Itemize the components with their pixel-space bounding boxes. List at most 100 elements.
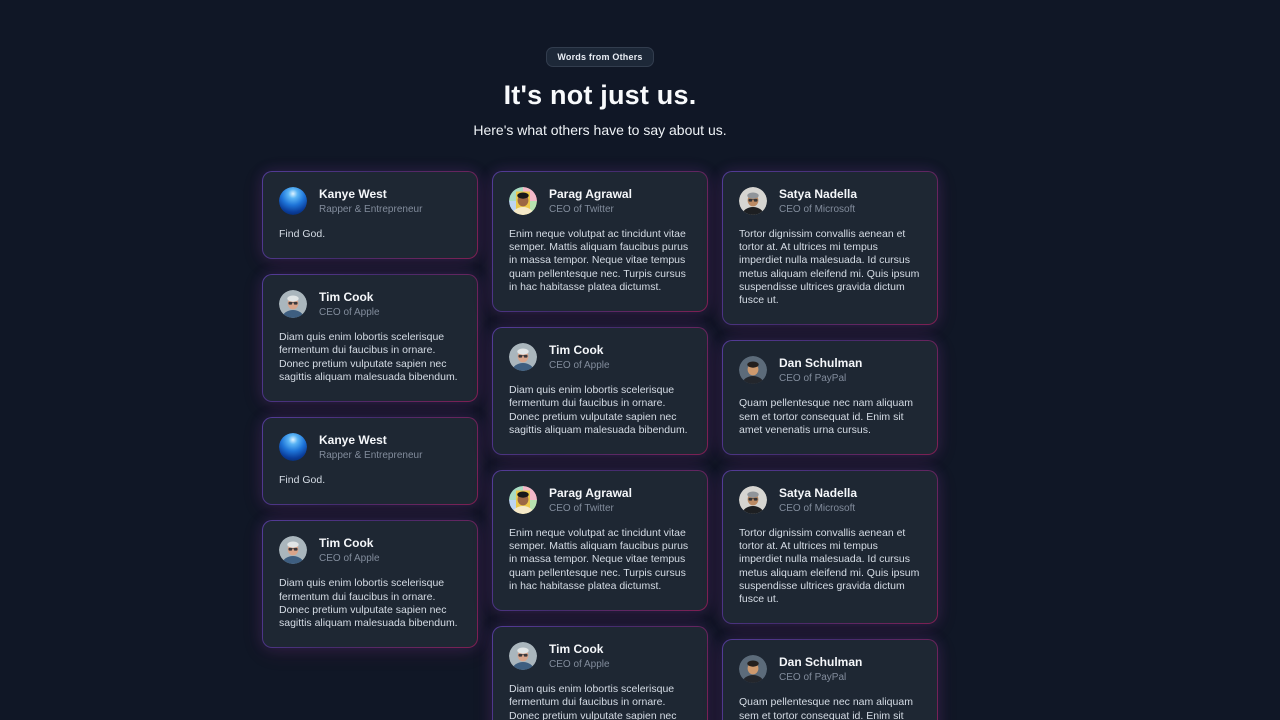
author-name: Tim Cook [319, 290, 374, 305]
testimonial-column: Satya Nadella CEO of Microsoft Tortor di… [722, 171, 938, 720]
author-info: Parag Agrawal CEO of Twitter [549, 486, 632, 514]
testimonial-quote: Diam quis enim lobortis scelerisque ferm… [279, 577, 458, 629]
avatar [279, 433, 307, 462]
avatar [279, 187, 307, 215]
author-name: Kanye West [319, 187, 387, 201]
testimonial-card: Satya Nadella CEO of Microsoft Tortor di… [722, 171, 938, 325]
author-role: CEO of Twitter [549, 204, 614, 215]
author-name: Tim Cook [319, 536, 374, 551]
tim-cook-photo-avatar [279, 536, 307, 565]
author-name: Tim Cook [549, 343, 604, 358]
testimonial-card-header: Tim Cook CEO of Apple [509, 343, 691, 372]
avatar [739, 655, 767, 684]
tim-cook-photo-avatar [509, 343, 537, 372]
testimonial-quote: Enim neque volutpat ac tincidunt vitae s… [509, 228, 689, 293]
testimonial-card-header: Parag Agrawal CEO of Twitter [509, 485, 691, 514]
testimonial-card: Tim Cook CEO of Apple Diam quis enim lob… [492, 626, 708, 720]
author-role: Rapper & Entrepreneur [319, 204, 423, 215]
author-name: Tim Cook [549, 642, 604, 657]
testimonial-card: Satya Nadella CEO of Microsoft Tortor di… [722, 470, 938, 624]
author-info: Dan Schulman CEO of PayPal [779, 655, 862, 683]
section-header: Words from Others It's not just us. Here… [262, 0, 938, 138]
author-name: Dan Schulman [779, 655, 863, 670]
author-info: Parag Agrawal CEO of Twitter [549, 187, 632, 215]
section-badge: Words from Others [546, 47, 654, 67]
testimonial-quote: Diam quis enim lobortis scelerisque ferm… [509, 384, 688, 436]
testimonials-grid: Kanye West Rapper & Entrepreneur Find Go… [262, 171, 938, 720]
author-info: Kanye West Rapper & Entrepreneur [319, 187, 422, 215]
testimonial-column: Kanye West Rapper & Entrepreneur Find Go… [262, 171, 478, 648]
testimonial-card-header: Dan Schulman CEO of PayPal [739, 655, 921, 684]
testimonial-quote: Tortor dignissim convallis aenean et tor… [739, 526, 920, 606]
avatar [279, 536, 307, 565]
dan-schulman-photo-avatar [739, 655, 767, 684]
author-info: Tim Cook CEO of Apple [319, 290, 380, 318]
testimonial-quote: Quam pellentesque nec nam aliquam sem et… [739, 397, 913, 436]
author-role: CEO of PayPal [779, 672, 847, 684]
testimonial-card: Parag Agrawal CEO of Twitter Enim neque … [492, 470, 708, 611]
author-name: Kanye West [319, 433, 387, 448]
testimonial-quote: Find God. [279, 228, 326, 240]
testimonial-card: Tim Cook CEO of Apple Diam quis enim lob… [262, 274, 478, 402]
blue-sphere-avatar [279, 433, 307, 462]
author-role: CEO of Twitter [549, 502, 614, 514]
dan-schulman-photo-avatar [739, 356, 767, 385]
author-info: Satya Nadella CEO of Microsoft [779, 187, 857, 215]
section-title: It's not just us. [503, 80, 697, 110]
author-info: Tim Cook CEO of Apple [549, 642, 610, 670]
avatar [509, 642, 537, 671]
testimonial-column: Parag Agrawal CEO of Twitter Enim neque … [492, 171, 708, 720]
author-role: CEO of Microsoft [779, 204, 856, 215]
avatar [739, 356, 767, 385]
testimonial-card: Tim Cook CEO of Apple Diam quis enim lob… [492, 327, 708, 455]
testimonial-card: Dan Schulman CEO of PayPal Quam pellente… [722, 639, 938, 720]
avatar [739, 187, 767, 215]
testimonial-card-header: Satya Nadella CEO of Microsoft [739, 485, 921, 514]
testimonial-quote: Find God. [279, 474, 326, 487]
avatar [279, 290, 307, 319]
testimonial-card: Kanye West Rapper & Entrepreneur Find Go… [262, 171, 478, 259]
testimonial-card-header: Tim Cook CEO of Apple [509, 642, 691, 671]
avatar [509, 343, 537, 372]
blue-sphere-avatar [279, 187, 307, 215]
satya-nadella-photo-avatar [739, 485, 767, 514]
author-role: CEO of Apple [549, 659, 610, 671]
parag-agrawal-illustrated-avatar [509, 187, 537, 215]
author-role: CEO of PayPal [779, 373, 847, 385]
testimonial-card-header: Dan Schulman CEO of PayPal [739, 356, 921, 385]
testimonial-card: Parag Agrawal CEO of Twitter Enim neque … [492, 171, 708, 312]
author-name: Parag Agrawal [549, 187, 632, 201]
testimonial-quote: Diam quis enim lobortis scelerisque ferm… [509, 683, 677, 720]
author-info: Tim Cook CEO of Apple [549, 343, 610, 371]
testimonial-quote: Tortor dignissim convallis aenean et tor… [739, 228, 920, 307]
testimonial-card: Tim Cook CEO of Apple Diam quis enim lob… [262, 520, 478, 648]
tim-cook-photo-avatar [279, 290, 307, 319]
author-role: CEO of Apple [319, 307, 380, 319]
testimonial-quote: Quam pellentesque nec nam aliquam sem et… [739, 696, 913, 720]
testimonial-quote: Diam quis enim lobortis scelerisque ferm… [279, 331, 458, 383]
author-role: CEO of Microsoft [779, 502, 856, 514]
testimonial-card-header: Kanye West Rapper & Entrepreneur [279, 433, 461, 462]
author-role: CEO of Apple [549, 360, 610, 372]
parag-agrawal-illustrated-avatar [509, 485, 537, 514]
author-name: Parag Agrawal [549, 485, 632, 500]
testimonial-card-header: Satya Nadella CEO of Microsoft [739, 187, 921, 215]
author-info: Satya Nadella CEO of Microsoft [779, 486, 857, 514]
author-info: Kanye West Rapper & Entrepreneur [319, 433, 422, 461]
author-name: Satya Nadella [779, 187, 858, 201]
author-info: Dan Schulman CEO of PayPal [779, 356, 862, 384]
author-info: Tim Cook CEO of Apple [319, 536, 380, 564]
testimonial-card: Kanye West Rapper & Entrepreneur Find Go… [262, 417, 478, 505]
author-role: Rapper & Entrepreneur [319, 450, 423, 462]
author-name: Dan Schulman [779, 356, 863, 371]
avatar [509, 187, 537, 215]
author-role: CEO of Apple [319, 553, 380, 565]
section-subtitle: Here's what others have to say about us. [473, 122, 727, 138]
testimonial-card-header: Kanye West Rapper & Entrepreneur [279, 187, 461, 215]
tim-cook-photo-avatar [509, 642, 537, 671]
satya-nadella-photo-avatar [739, 187, 767, 215]
testimonials-section: Words from Others It's not just us. Here… [262, 0, 938, 720]
testimonial-card: Dan Schulman CEO of PayPal Quam pellente… [722, 340, 938, 455]
avatar [739, 485, 767, 514]
testimonial-card-header: Tim Cook CEO of Apple [279, 290, 461, 319]
